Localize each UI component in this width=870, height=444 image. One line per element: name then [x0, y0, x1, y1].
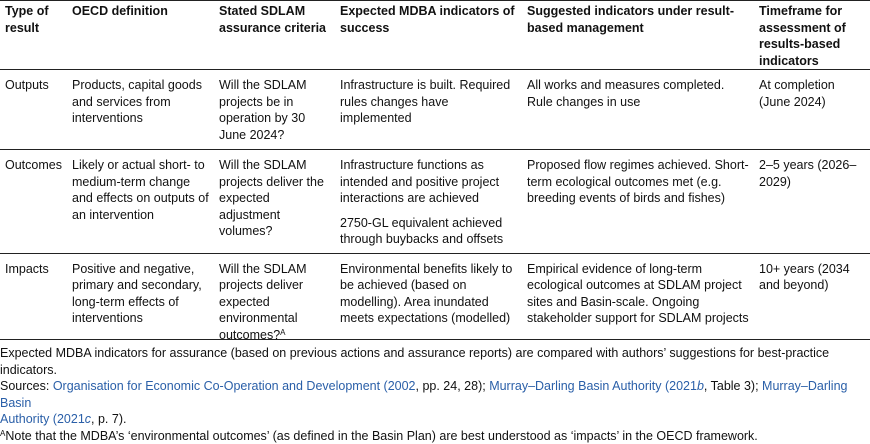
- cell-type: Outputs: [0, 69, 67, 150]
- results-table: Type of result OECD definition Stated SD…: [0, 0, 870, 353]
- source-page: , p. 7).: [91, 412, 127, 426]
- source-table: , Table 3);: [703, 379, 763, 393]
- cell-suggested: Empirical evidence of long-term ecologic…: [527, 261, 749, 326]
- cell-mdba: Infrastructure functions as intended and…: [335, 149, 522, 254]
- footnote-marker: A: [280, 327, 286, 337]
- source-link-text: Murray–Darling Basin Authority (2021: [489, 379, 697, 393]
- cell-timeframe: 2–5 years (2026–2029): [754, 149, 870, 254]
- cell-criteria: Will the SDLAM projects be in operation …: [214, 69, 335, 150]
- note-text: Note that the MDBA’s ‘environmental outc…: [5, 428, 758, 443]
- header-oecd: OECD definition: [67, 0, 214, 70]
- source-link-mdba-2021b[interactable]: Murray–Darling Basin Authority (2021b: [489, 379, 704, 393]
- cell-mdba: Infrastructure is built. Required rules …: [335, 69, 522, 150]
- cell-suggested: All works and measures completed. Rule c…: [522, 69, 754, 150]
- mdba-item: Infrastructure is built. Required rules …: [340, 78, 511, 125]
- cell-type: Outcomes: [0, 149, 67, 254]
- source-link-oecd[interactable]: Organisation for Economic Co-Operation a…: [52, 379, 416, 393]
- cell-suggested: Proposed flow regimes achieved. Short-te…: [522, 149, 754, 254]
- source-link-italic: b: [696, 379, 704, 393]
- cell-timeframe: At completion (June 2024): [754, 69, 870, 150]
- mdba-item: Infrastructure functions as intended and…: [340, 158, 500, 205]
- header-type: Type of result: [0, 0, 67, 70]
- cell-oecd: Likely or actual short- to medium-term c…: [67, 149, 214, 254]
- cell-oecd: Positive and negative, primary and secon…: [72, 261, 202, 326]
- note-line1: Expected MDBA indicators for assurance (…: [0, 346, 830, 377]
- header-row: Type of result OECD definition Stated SD…: [0, 0, 870, 70]
- cell-oecd: Products, capital goods and services fro…: [67, 69, 214, 150]
- cell-type: Impacts: [5, 261, 49, 276]
- sources-label: Sources:: [0, 379, 53, 393]
- table-row: Outcomes Likely or actual short- to medi…: [0, 149, 870, 254]
- table-row: Impacts Positive and negative, primary a…: [0, 253, 870, 353]
- cell-timeframe: 10+ years (2034 and beyond): [759, 261, 850, 293]
- source-link-mdba-2021c-part2[interactable]: Authority (2021c: [0, 412, 91, 426]
- table-bottom-rule: [0, 339, 870, 340]
- mdba-item: 2750-GL equivalent achieved through buyb…: [340, 215, 504, 247]
- header-mdba: Expected MDBA indicators of success: [335, 0, 522, 70]
- header-suggested: Suggested indicators under result-based …: [522, 0, 754, 70]
- header-criteria: Stated SDLAM assurance criteria: [214, 0, 335, 70]
- mdba-item: Environmental benefits likely to be achi…: [340, 261, 513, 326]
- source-pages: , pp. 24, 28);: [415, 379, 490, 393]
- table-caption-note: Expected MDBA indicators for assurance (…: [0, 345, 870, 444]
- table-row: Outputs Products, capital goods and serv…: [0, 69, 870, 150]
- cell-criteria: Will the SDLAM projects deliver the expe…: [214, 149, 335, 254]
- source-link-mdba-2021c-part1[interactable]: Murray–Darling Basin: [0, 379, 848, 410]
- header-timeframe: Timeframe for assessment of results-base…: [754, 0, 870, 70]
- criteria-text: Will the SDLAM projects deliver expected…: [219, 261, 307, 342]
- source-link-text: Authority (2021: [0, 412, 85, 426]
- cell-criteria: Will the SDLAM projects deliver expected…: [214, 253, 335, 353]
- cell-mdba: Environmental benefits likely to be achi…: [335, 253, 522, 353]
